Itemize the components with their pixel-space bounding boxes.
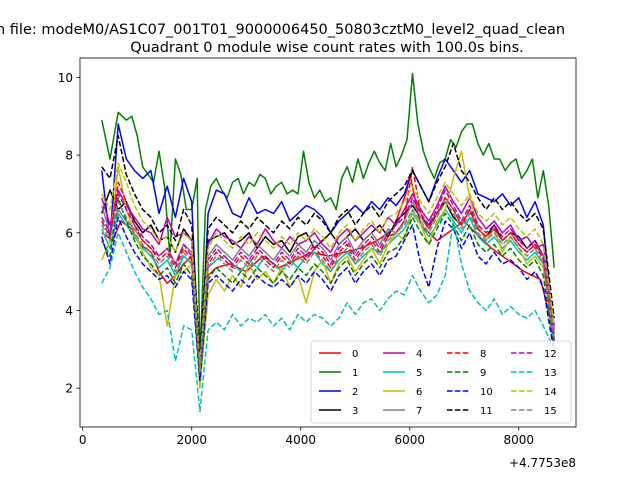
- legend-label-15: 15: [544, 406, 557, 417]
- legend-label-4: 4: [416, 349, 422, 360]
- axes-frame: [79, 57, 577, 428]
- y-tick-label-8: 8: [65, 149, 73, 163]
- y-tick-label-10: 10: [58, 71, 73, 85]
- legend-label-2: 2: [352, 387, 358, 398]
- legend-label-5: 5: [416, 368, 422, 379]
- series-line-9: [101, 197, 555, 378]
- series-line-10: [101, 216, 555, 382]
- legend-label-9: 9: [480, 368, 486, 379]
- series-line-11: [101, 134, 555, 354]
- legend-label-11: 11: [480, 406, 493, 417]
- legend-label-8: 8: [480, 349, 486, 360]
- legend-label-0: 0: [352, 349, 358, 360]
- x-tick-label-0: 0: [79, 433, 87, 447]
- y-tick-label-2: 2: [65, 382, 73, 396]
- series-line-7: [101, 197, 555, 370]
- series-line-12: [101, 189, 555, 370]
- legend-label-10: 10: [480, 387, 493, 398]
- legend-label-1: 1: [352, 368, 358, 379]
- legend-box: [310, 340, 572, 424]
- legend-label-12: 12: [544, 349, 557, 360]
- legend-label-13: 13: [544, 368, 557, 379]
- chart-title: Quadrant 0 module wise count rates with …: [130, 40, 524, 56]
- x-tick-label-4000: 4000: [285, 433, 316, 447]
- x-offset-text: +4.7753e8: [509, 456, 576, 470]
- y-tick-label-6: 6: [65, 226, 73, 240]
- legend-label-7: 7: [416, 406, 422, 417]
- legend-label-14: 14: [544, 387, 557, 398]
- series-line-8: [101, 166, 555, 374]
- series-line-14: [101, 162, 555, 366]
- series-line-15: [101, 200, 555, 374]
- series-line-2: [101, 123, 555, 386]
- legend-label-6: 6: [416, 387, 422, 398]
- series-line-13: [101, 220, 555, 413]
- figure-suptitle: n file: modeM0/AS1C07_001T01_9000006450_…: [0, 22, 565, 38]
- x-tick-label-2000: 2000: [176, 433, 207, 447]
- x-tick-label-6000: 6000: [394, 433, 425, 447]
- series-line-1: [101, 72, 555, 362]
- series-line-5: [101, 208, 555, 382]
- x-tick-label-8000: 8000: [503, 433, 534, 447]
- y-tick-label-4: 4: [65, 304, 73, 318]
- series-lines: [101, 72, 555, 413]
- legend-label-3: 3: [352, 406, 358, 417]
